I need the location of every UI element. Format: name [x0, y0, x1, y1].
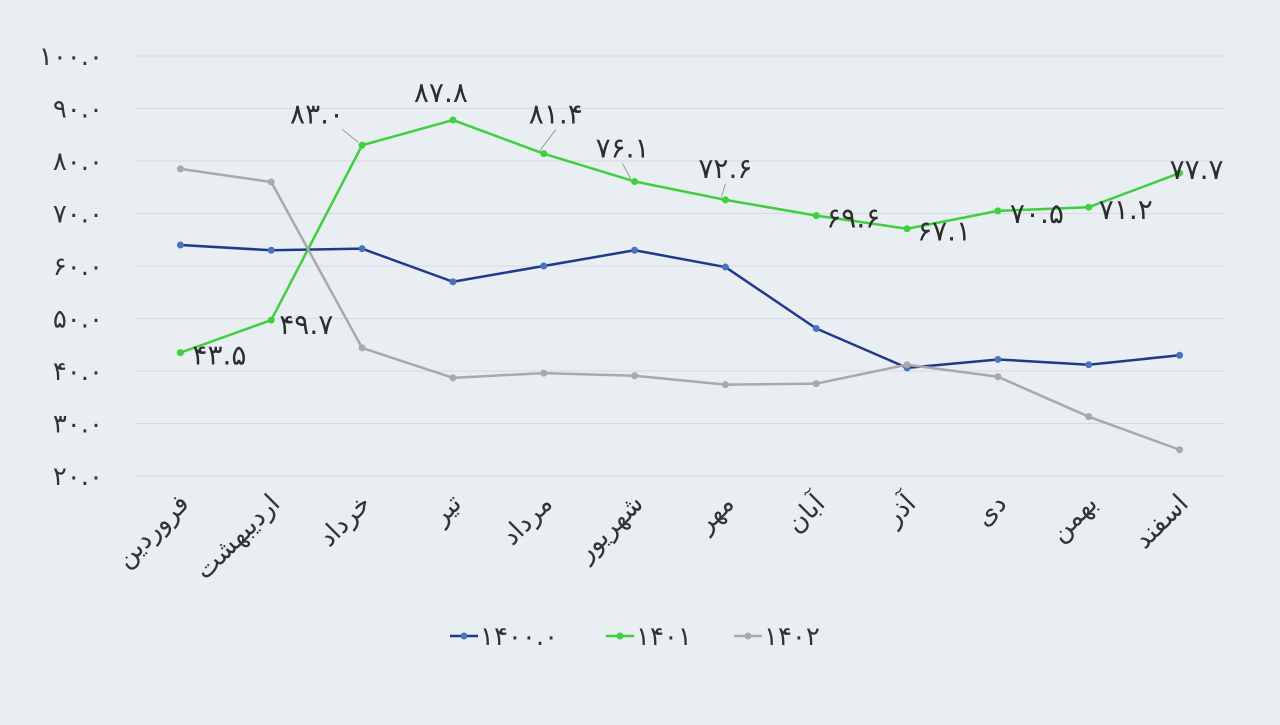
series-line [180, 167, 1181, 451]
data-point [1085, 203, 1093, 211]
x-tick-label: آذر [876, 486, 923, 533]
x-tick-label: اردیبهشت [189, 489, 286, 586]
data-point [267, 246, 275, 254]
data-point [358, 141, 366, 149]
label-leader-line [539, 129, 557, 151]
x-tick-label: مرداد [496, 489, 559, 552]
series-line [179, 118, 1181, 354]
data-label: ۶۷.۱ [917, 215, 971, 248]
legend-label: ۱۴۰۰.۰ [480, 622, 558, 652]
data-point [358, 344, 366, 352]
label-leader-line [622, 163, 632, 179]
data-labels: ۴۳.۵ ۴۹.۷ ۸۳.۰ ۸۷.۸ ۸۱.۴ ۷۶.۱ ۷۲.۶ ۶۹.۶ ۶۷.۱ ۷۰.۵… [192, 76, 1223, 372]
data-label: ۷۷.۷ [1170, 153, 1224, 186]
legend-swatch-marker [616, 632, 624, 640]
data-point [1176, 169, 1184, 177]
data-point [721, 196, 729, 204]
series-2 [176, 165, 1184, 454]
data-point [1176, 351, 1184, 359]
legend-item: ۱۴۰۲ [734, 622, 820, 652]
x-tick-label: آبان [779, 486, 832, 539]
data-label: ۷۱.۲ [1099, 193, 1153, 226]
x-tick-label: شهریور [569, 489, 649, 569]
data-point [176, 165, 184, 173]
y-tick-label: ۸۰.۰ [53, 147, 103, 177]
data-point [1085, 413, 1093, 421]
data-point [903, 361, 911, 369]
data-label: ۴۹.۷ [279, 308, 333, 341]
y-tick-label: ۴۰.۰ [53, 357, 103, 387]
x-tick-label: بهمن [1044, 489, 1103, 548]
data-label: ۷۲.۶ [698, 152, 752, 185]
data-point [1176, 446, 1184, 454]
series-1 [176, 116, 1184, 357]
x-tick-label: فروردین [110, 489, 195, 574]
data-point [267, 316, 275, 324]
data-point [176, 349, 184, 357]
data-point [540, 262, 548, 270]
data-label: ۸۳.۰ [290, 97, 344, 130]
data-label: ۷۰.۵ [1010, 197, 1064, 230]
data-label: ۸۷.۸ [414, 76, 468, 109]
data-point [358, 245, 366, 253]
data-point [449, 116, 457, 124]
data-point [721, 381, 729, 389]
data-label: ۶۹.۶ [826, 202, 880, 235]
data-label: ۴۳.۵ [192, 339, 246, 372]
label-leader-lines [341, 128, 726, 197]
series-0 [176, 241, 1184, 372]
x-tick-label: مهر [689, 489, 740, 540]
data-point [721, 263, 729, 271]
y-tick-label: ۹۰.۰ [53, 95, 103, 125]
data-point [994, 373, 1002, 381]
data-point [176, 241, 184, 249]
data-point [812, 380, 820, 388]
data-point [812, 324, 820, 332]
legend-item: ۱۴۰۱ [606, 622, 692, 652]
legend-swatch-marker [744, 632, 752, 640]
data-point [267, 178, 275, 186]
y-axis-ticks: ۲۰.۰ ۳۰.۰ ۴۰.۰ ۵۰.۰ ۶۰.۰ ۷۰.۰ ۸۰.۰ ۹۰.۰ ۱۰۰.۰ [39, 42, 103, 492]
data-point [540, 150, 548, 158]
label-leader-line [720, 183, 726, 197]
x-tick-label: دی [969, 489, 1013, 533]
y-tick-label: ۱۰۰.۰ [39, 42, 103, 72]
data-point [903, 225, 911, 233]
x-tick-label: خرداد [313, 489, 377, 553]
y-tick-label: ۵۰.۰ [53, 305, 103, 335]
data-point [1085, 361, 1093, 369]
legend-label: ۱۴۰۲ [764, 622, 820, 652]
x-tick-label: اسفند [1128, 489, 1194, 555]
y-tick-label: ۶۰.۰ [53, 252, 103, 282]
label-leader-line [341, 128, 359, 143]
data-point [449, 374, 457, 382]
y-tick-label: ۲۰.۰ [53, 462, 103, 492]
legend-label: ۱۴۰۱ [636, 622, 692, 652]
legend-swatch-marker [460, 632, 468, 640]
legend: ۱۴۰۰.۰ ۱۴۰۱ ۱۴۰۲ [450, 622, 820, 652]
y-tick-label: ۷۰.۰ [53, 200, 103, 230]
data-point [994, 355, 1002, 363]
data-point [631, 246, 639, 254]
data-point [449, 278, 457, 286]
data-point [812, 212, 820, 220]
data-point [631, 372, 639, 380]
data-point [540, 369, 548, 377]
x-tick-label: تیر [424, 489, 467, 532]
data-label: ۷۶.۱ [596, 131, 650, 164]
data-point [994, 207, 1002, 215]
data-label: ۸۱.۴ [529, 98, 583, 131]
legend-item: ۱۴۰۰.۰ [450, 622, 558, 652]
y-tick-label: ۳۰.۰ [53, 410, 103, 440]
series-line [180, 243, 1180, 370]
series-lines [176, 116, 1184, 454]
data-point [631, 177, 639, 185]
